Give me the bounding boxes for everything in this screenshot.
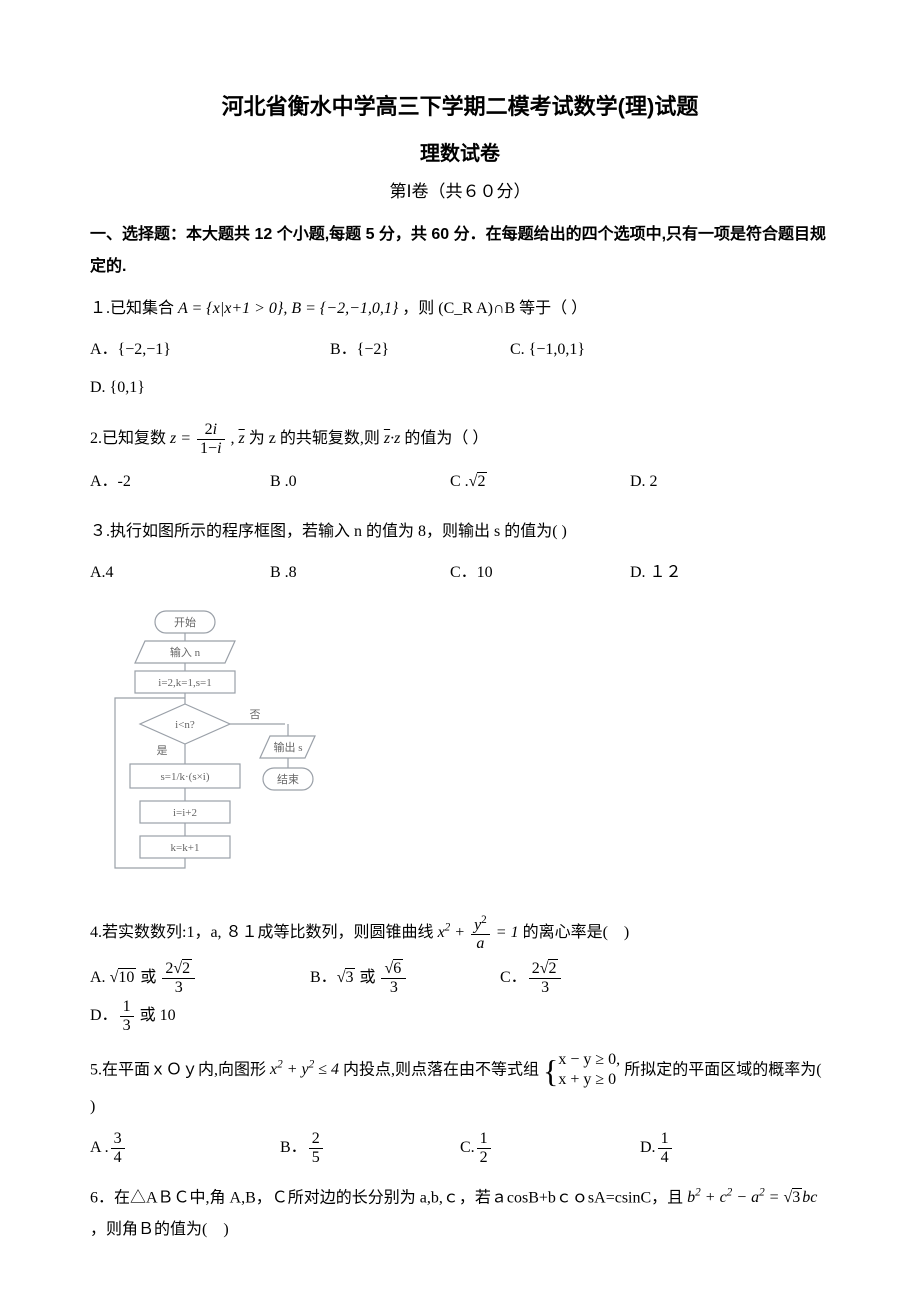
q2-math-z: z = 2i1−i , z <box>170 430 245 447</box>
flow-input: 输入 n <box>170 645 201 659</box>
q4-opt-a: A. 10 或 223 <box>90 959 290 997</box>
q1-stem-pre: １.已知集合 <box>90 300 178 317</box>
q4-stem-pre: 4.若实数数列:1，a, ８１成等比数列，则圆锥曲线 <box>90 924 438 941</box>
q4-opt-b: B．3 或 63 <box>310 959 480 997</box>
q3-opt-d: D. １２ <box>630 554 790 592</box>
q4-opt-d-mid: 或 10 <box>136 1007 176 1024</box>
q2-options: A．-2 B .0 C .2 D. 2 <box>90 463 830 501</box>
q2-opt-c-pre: C . <box>450 473 469 490</box>
q1-stem-post: ，则 (C_R A)∩B 等于（ ） <box>402 300 587 317</box>
q3-opt-a: A.4 <box>90 554 250 592</box>
q5-opt-c-pre: C. <box>460 1139 475 1156</box>
brace-icon: { <box>543 1052 558 1088</box>
q4-opt-d: D．13 或 10 <box>90 997 250 1035</box>
q5-options: A .34 B．25 C.12 D.14 <box>90 1129 830 1167</box>
q4-opt-c-pre: C． <box>500 969 527 986</box>
q5-system: x − y ≥ 0, x + y ≥ 0 <box>558 1050 620 1092</box>
q5-stem-mid: 内投点,则点落在由不等式组 <box>343 1061 543 1078</box>
q6-math: b2 + c2 − a2 = 3bc <box>687 1189 817 1206</box>
q2-math-prod: z·z <box>384 430 400 447</box>
flow-yes: 是 <box>157 744 168 757</box>
question-4: 4.若实数数列:1，a, ８１成等比数列，则圆锥曲线 x2 + y2a = 1 … <box>90 914 830 953</box>
q3-opt-c: C．10 <box>450 554 610 592</box>
q2-stem-mid: 为 z 的共轭复数,则 <box>249 430 384 447</box>
q5-sys2: x + y ≥ 0 <box>558 1071 616 1088</box>
question-5: 5.在平面ｘＯｙ内,向图形 x2 + y2 ≤ 4 内投点,则点落在由不等式组 … <box>90 1050 830 1124</box>
q3-options: A.4 B .8 C．10 D. １２ <box>90 554 830 592</box>
q5-opt-d-pre: D. <box>640 1139 656 1156</box>
q5-stem-pre: 5.在平面ｘＯｙ内,向图形 <box>90 1061 270 1078</box>
q5-math-circle: x2 + y2 ≤ 4 <box>270 1061 339 1078</box>
q4-opt-a-mid: 或 <box>136 969 160 986</box>
page-title: 河北省衡水中学高三下学期二模考试数学(理)试题 <box>90 90 830 123</box>
flow-inc-i: i=i+2 <box>173 807 197 819</box>
q1-options: A．{−2,−1} B．{−2} C. {−1,0,1} D. {0,1} <box>90 331 830 408</box>
q5-opt-a: A .34 <box>90 1129 260 1167</box>
q4-opt-a-pre: A. <box>90 969 110 986</box>
q3-opt-b: B .8 <box>270 554 430 592</box>
question-6: 6．在△AＢＣ中,角 A,B，Ｃ所对边的长分别为 a,b,ｃ，若ａcosB+bｃ… <box>90 1182 830 1246</box>
q2-opt-b: B .0 <box>270 463 430 501</box>
question-2: 2.已知复数 z = 2i1−i , z 为 z 的共轭复数,则 z·z 的值为… <box>90 421 830 457</box>
q4-options: A. 10 或 223 B．3 或 63 C．223 D．13 或 10 <box>90 959 830 1036</box>
q2-stem-pre: 2.已知复数 <box>90 430 170 447</box>
flow-no: 否 <box>250 709 261 721</box>
q4-stem-post: 的离心率是( ) <box>523 924 630 941</box>
q2-opt-a: A．-2 <box>90 463 250 501</box>
q5-opt-b-pre: B． <box>280 1139 307 1156</box>
q2-opt-c: C .2 <box>450 463 610 501</box>
instructions: 一、选择题：本大题共 12 个小题,每题 5 分，共 60 分．在每题给出的四个… <box>90 219 830 283</box>
q4-opt-b-pre: B． <box>310 969 337 986</box>
flow-end: 结束 <box>277 773 299 786</box>
flow-out: 输出 s <box>273 740 302 754</box>
flow-cond: i<n? <box>175 719 195 731</box>
question-3: ３.执行如图所示的程序框图，若输入 n 的值为 8，则输出 s 的值为( ) <box>90 516 830 548</box>
flow-start: 开始 <box>174 615 196 629</box>
q4-opt-b-mid: 或 <box>355 969 379 986</box>
q1-opt-a: A．{−2,−1} <box>90 331 310 369</box>
q4-opt-c: C．223 <box>500 959 660 997</box>
q5-opt-a-pre: A . <box>90 1139 109 1156</box>
q1-opt-d: D. {0,1} <box>90 369 250 407</box>
q2-opt-d: D. 2 <box>630 463 790 501</box>
flow-init: i=2,k=1,s=1 <box>158 677 211 689</box>
q4-opt-d-pre: D． <box>90 1007 118 1024</box>
flow-inc-k: k=k+1 <box>171 842 200 854</box>
section-title: 第Ⅰ卷（共６０分） <box>90 179 830 205</box>
subtitle: 理数试卷 <box>90 139 830 169</box>
flow-calc: s=1/k·(s×i) <box>160 771 209 783</box>
q1-opt-c: C. {−1,0,1} <box>510 331 670 369</box>
q5-sys1: x − y ≥ 0, <box>558 1051 620 1068</box>
flowchart: 开始 输入 n i=2,k=1,s=1 i<n? 否 输出 s 结束 是 s=1… <box>100 606 830 896</box>
q5-opt-b: B．25 <box>280 1129 440 1167</box>
q5-opt-c: C.12 <box>460 1129 620 1167</box>
question-1: １.已知集合 A = {x|x+1 > 0}, B = {−2,−1,0,1} … <box>90 293 830 325</box>
q2-stem-post: 的值为（ ） <box>404 430 488 447</box>
q6-stem-pre: 6．在△AＢＣ中,角 A,B，Ｃ所对边的长分别为 a,b,ｃ，若ａcosB+bｃ… <box>90 1189 687 1206</box>
q5-opt-d: D.14 <box>640 1129 800 1167</box>
q1-opt-b: B．{−2} <box>330 331 490 369</box>
q6-stem-post: ，则角Ｂ的值为( ) <box>90 1221 229 1238</box>
q4-math: x2 + y2a = 1 <box>438 924 519 941</box>
q1-math: A = {x|x+1 > 0}, B = {−2,−1,0,1} <box>178 300 398 317</box>
